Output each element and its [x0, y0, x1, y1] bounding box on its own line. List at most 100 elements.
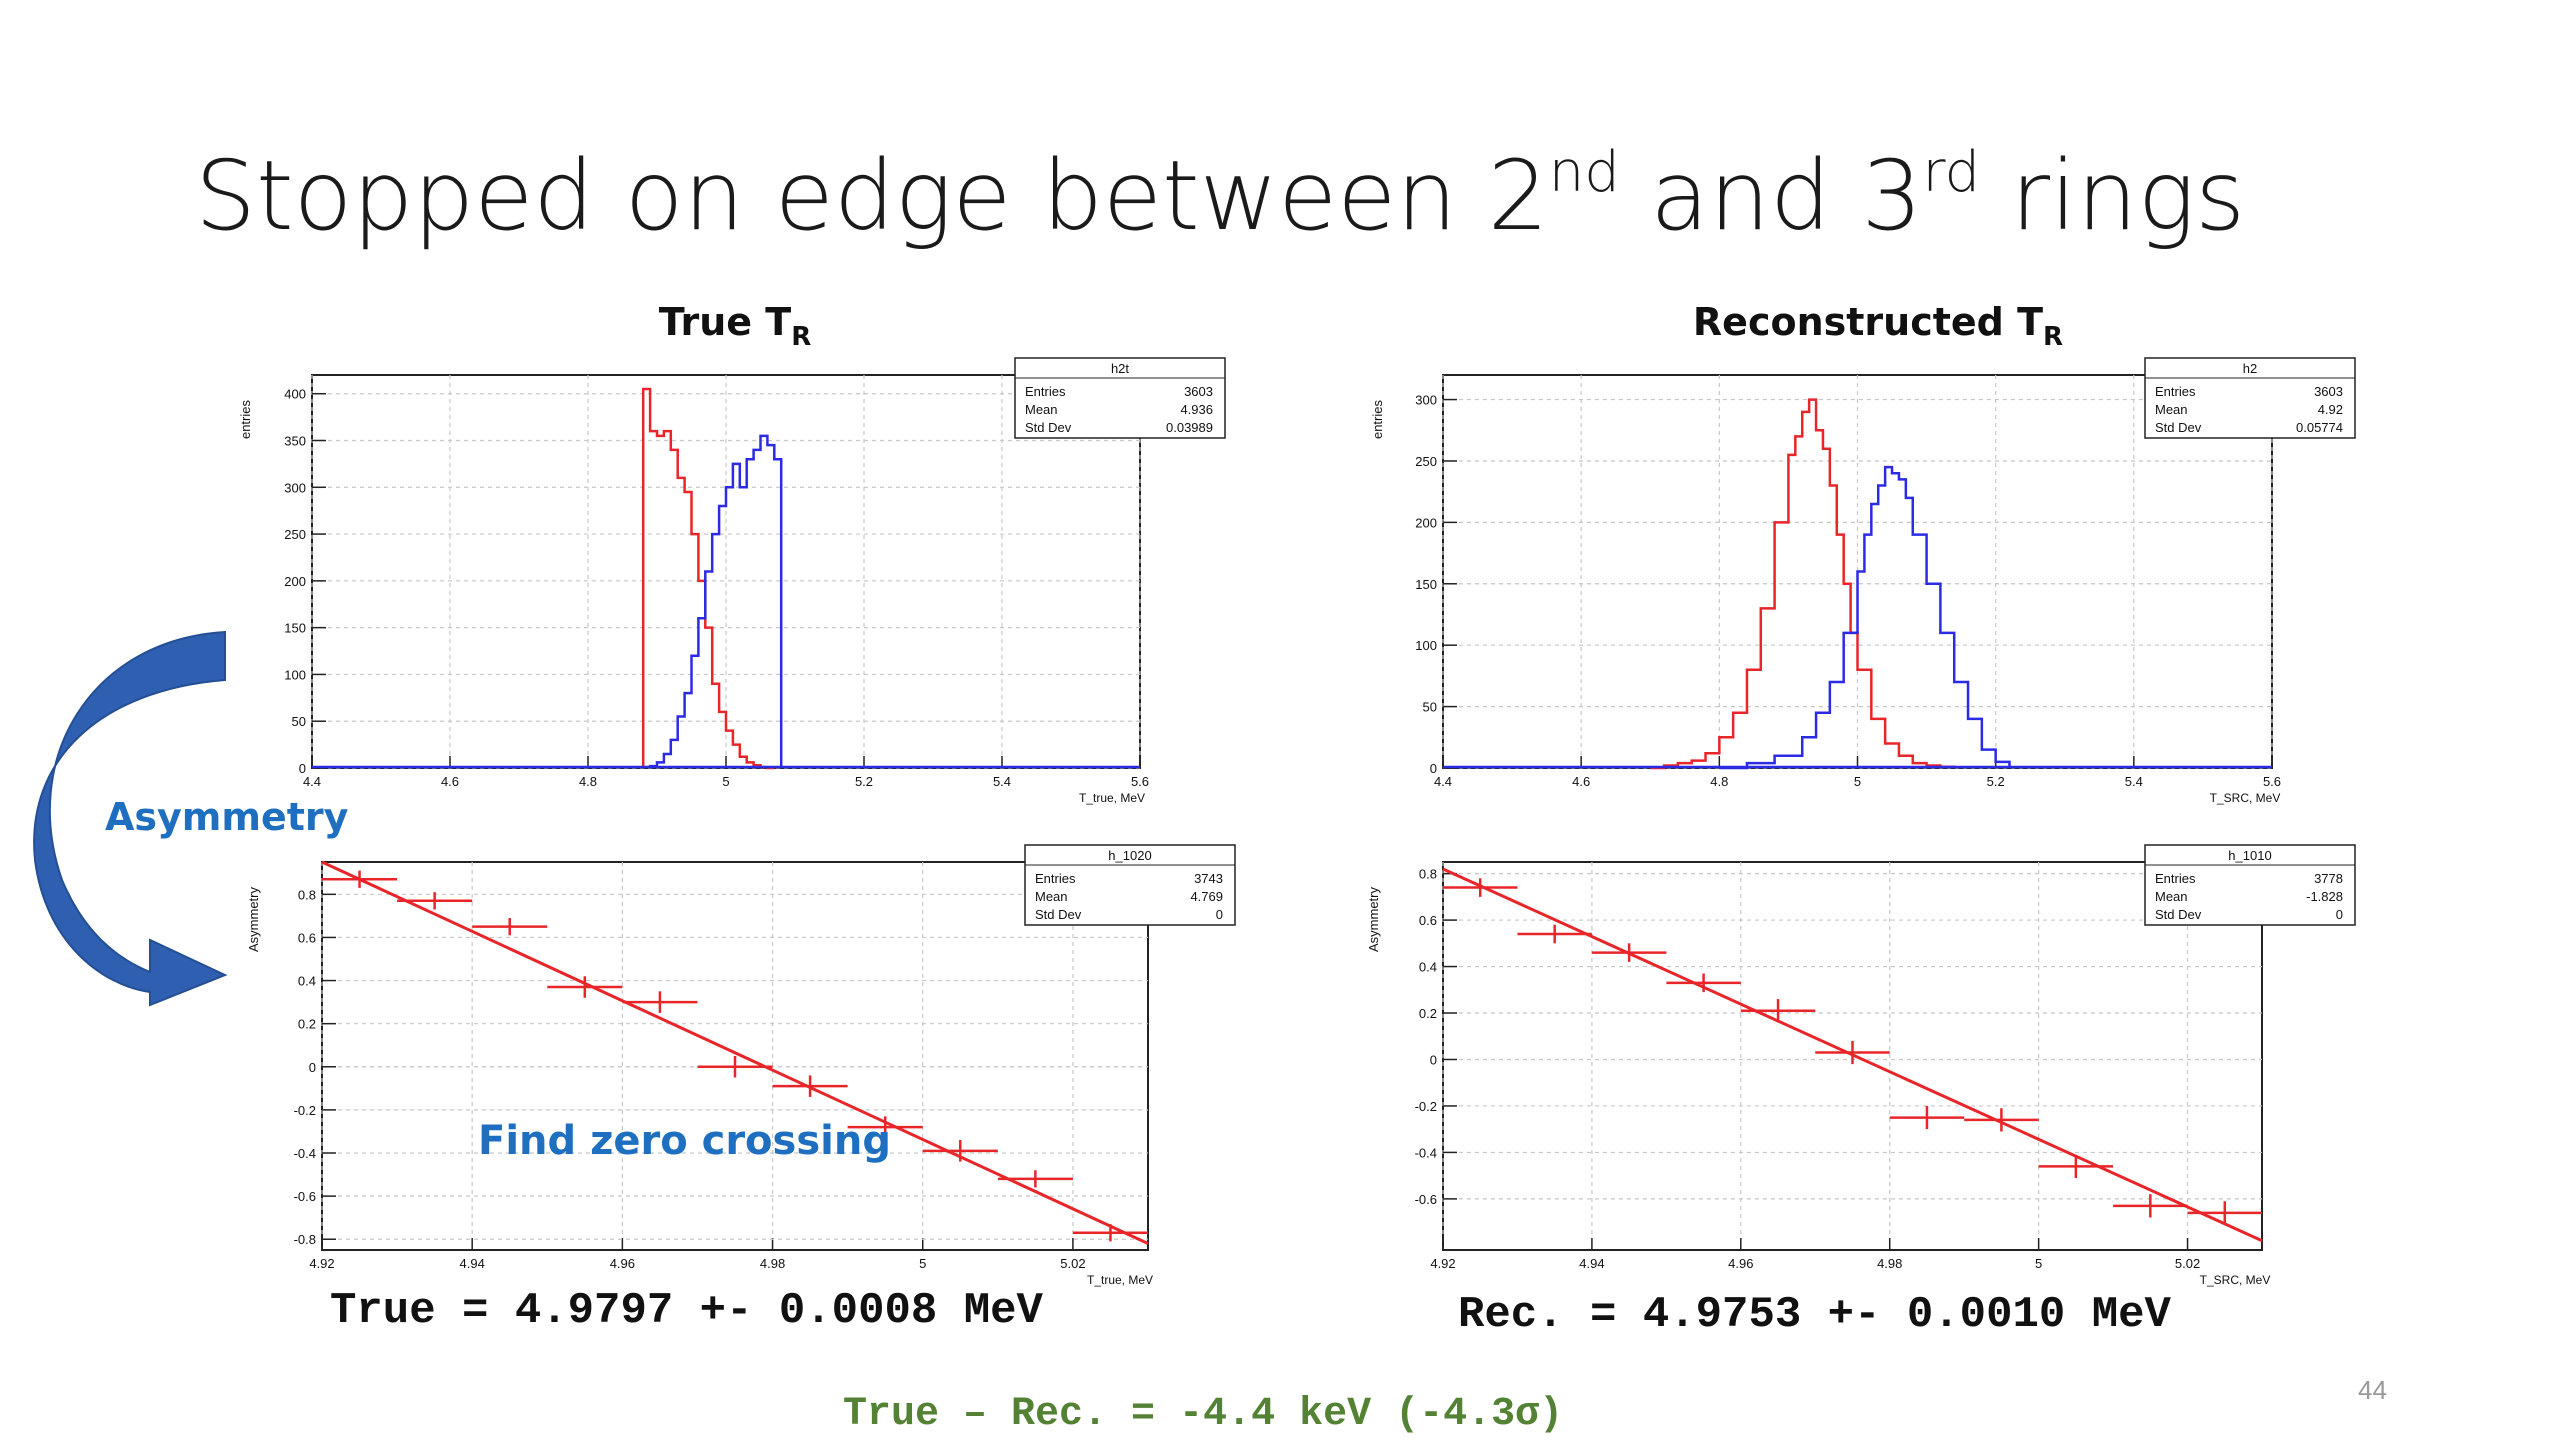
asym_true-ytick-label: 0.4	[298, 974, 316, 989]
hist_true-xtick-label: 5.4	[993, 774, 1011, 789]
asym_rec-xtick-label: 4.98	[1877, 1256, 1902, 1271]
asym_rec-stats-box	[2144, 844, 2356, 926]
hist_true-xtick-label: 5.2	[855, 774, 873, 789]
asym_true-ytick-label: 0.6	[298, 930, 316, 945]
hist_rec-xtick-label: 5.2	[1987, 774, 2005, 789]
rec-result: Rec. = 4.9753 +- 0.0010 MeV	[1458, 1290, 2171, 1340]
hist_true-stats-label: Entries	[1025, 384, 1066, 399]
hist_rec-stats-name: h2	[2243, 361, 2257, 376]
asym_rec-stats-value: 0	[2336, 907, 2343, 922]
hist_true-ytick-label: 350	[284, 434, 306, 449]
hist_rec-ytick-label: 150	[1415, 577, 1437, 592]
page-number: 44	[2358, 1375, 2387, 1405]
hist_true-xlabel: T_true, MeV	[1079, 791, 1145, 805]
asym_true-xlabel: T_true, MeV	[1087, 1273, 1153, 1287]
hist_true-stats-label: Std Dev	[1025, 420, 1072, 435]
hist_true-series-blue	[648, 434, 783, 768]
asym_true-stats-box	[1024, 844, 1236, 926]
asym_rec-ytick-label: 0.8	[1419, 867, 1437, 882]
asym_true-stats-value: 4.769	[1190, 889, 1223, 904]
hist_rec-stats-value: 0.05774	[2296, 420, 2343, 435]
hist_true-ytick-label: 0	[299, 761, 306, 776]
hist_true-ylabel: entries	[238, 400, 253, 440]
hist_true-ytick-label: 250	[284, 527, 306, 542]
hist_true-title-sub: R	[791, 322, 811, 352]
asym_true-stats-name: h_1020	[1108, 848, 1151, 863]
hist_true-ytick-label: 100	[284, 667, 306, 682]
asym_rec-ytick-label: 0.6	[1419, 913, 1437, 928]
asym_true-xtick-label: 5	[919, 1256, 926, 1271]
hist_true-stats-value: 4.936	[1180, 402, 1213, 417]
hist_rec-title: Reconstructed TR	[1693, 300, 2063, 352]
asym_rec-xtick-label: 4.96	[1728, 1256, 1753, 1271]
hist_rec-ytick-label: 300	[1415, 393, 1437, 408]
hist_rec-ytick-label: 200	[1415, 515, 1437, 530]
hist_true-series-red	[641, 387, 775, 770]
asym_true-ytick-label: -0.4	[294, 1146, 316, 1161]
hist_rec-title-sub: R	[2043, 322, 2063, 352]
asym_rec-xtick-label: 4.92	[1430, 1256, 1455, 1271]
asym_true-xtick-label: 4.96	[610, 1256, 635, 1271]
find-zero-crossing-label: Find zero crossing	[478, 1118, 891, 1164]
asym_rec-stats-label: Mean	[2155, 889, 2188, 904]
asym_true-stats-value: 3743	[1194, 871, 1223, 886]
asym_true-xtick-label: 4.98	[760, 1256, 785, 1271]
hist_true-ytick-label: 300	[284, 480, 306, 495]
asym_true-ytick-label: -0.6	[294, 1189, 316, 1204]
difference-result: True – Rec. = -4.4 keV (-4.3σ)	[843, 1392, 1564, 1437]
hist_true-xtick-label: 5	[722, 774, 729, 789]
asym_rec-stats-label: Entries	[2155, 871, 2196, 886]
hist_rec-xtick-label: 4.4	[1434, 774, 1452, 789]
asym_true-ytick-label: 0.8	[298, 887, 316, 902]
curved-arrow-icon	[33, 630, 228, 1007]
asym_true-stats-label: Std Dev	[1035, 907, 1082, 922]
hist_true-ytick-label: 200	[284, 574, 306, 589]
hist_true-title: True TR	[659, 300, 812, 352]
asym_rec-ytick-label: 0.2	[1419, 1006, 1437, 1021]
hist_true-stats-box	[1014, 357, 1226, 439]
asym_rec-ytick-label: -0.4	[1415, 1145, 1437, 1160]
asym_rec-ytick-label: 0.4	[1419, 960, 1437, 975]
hist_rec-stats-value: 3603	[2314, 384, 2343, 399]
asym_rec-xtick-label: 5.02	[2175, 1256, 2200, 1271]
hist_rec-stats-value: 4.92	[2318, 402, 2343, 417]
asym_true-ytick-label: -0.8	[294, 1232, 316, 1247]
asym_rec-ylabel: Asymmetry	[1366, 887, 1381, 953]
asym_true-stats-value: 0	[1216, 907, 1223, 922]
asym_true-ylabel: Asymmetry	[246, 887, 261, 953]
hist_rec-xtick-label: 4.6	[1572, 774, 1590, 789]
asym_true-xtick-label: 4.94	[460, 1256, 485, 1271]
hist_true-stats-label: Mean	[1025, 402, 1058, 417]
asym_true-ytick-label: -0.2	[294, 1103, 316, 1118]
asym_rec-ytick-label: 0	[1430, 1052, 1437, 1067]
asym_true-xtick-label: 5.02	[1060, 1256, 1085, 1271]
asym_true-stats-label: Entries	[1035, 871, 1076, 886]
asym_true-ytick-label: 0.2	[298, 1017, 316, 1032]
hist_rec-xtick-label: 5.4	[2125, 774, 2143, 789]
hist_rec-xtick-label: 5	[1854, 774, 1861, 789]
asym_true-stats-label: Mean	[1035, 889, 1068, 904]
hist_rec-xlabel: T_SRC, MeV	[2210, 791, 2281, 805]
true-result: True = 4.9797 +- 0.0008 MeV	[330, 1286, 1043, 1336]
hist_rec-stats-label: Entries	[2155, 384, 2196, 399]
asym_rec-xtick-label: 4.94	[1579, 1256, 1604, 1271]
hist_true-stats-name: h2t	[1111, 361, 1129, 376]
hist_true-stats-value: 0.03989	[1166, 420, 1213, 435]
asymmetry-label: Asymmetry	[105, 795, 349, 839]
slide-title: Stopped on edge between 2nd and 3rd ring…	[195, 140, 2246, 252]
asym_rec-xlabel: T_SRC, MeV	[2200, 1273, 2271, 1287]
hist_rec-ytick-label: 0	[1430, 761, 1437, 776]
hist_rec-stats-box	[2144, 357, 2356, 439]
hist_rec-ytick-label: 100	[1415, 638, 1437, 653]
hist_rec-xtick-label: 4.8	[1710, 774, 1728, 789]
asym_rec-xtick-label: 5	[2035, 1256, 2042, 1271]
hist_true-xtick-label: 5.6	[1131, 774, 1149, 789]
hist_true-stats-value: 3603	[1184, 384, 1213, 399]
hist_true-ytick-label: 400	[284, 387, 306, 402]
asym_rec-stats-label: Std Dev	[2155, 907, 2202, 922]
hist_rec-stats-label: Mean	[2155, 402, 2188, 417]
hist_true-xtick-label: 4.6	[441, 774, 459, 789]
hist_rec-series-red	[1650, 398, 1956, 770]
hist_rec-ylabel: entries	[1370, 400, 1385, 440]
